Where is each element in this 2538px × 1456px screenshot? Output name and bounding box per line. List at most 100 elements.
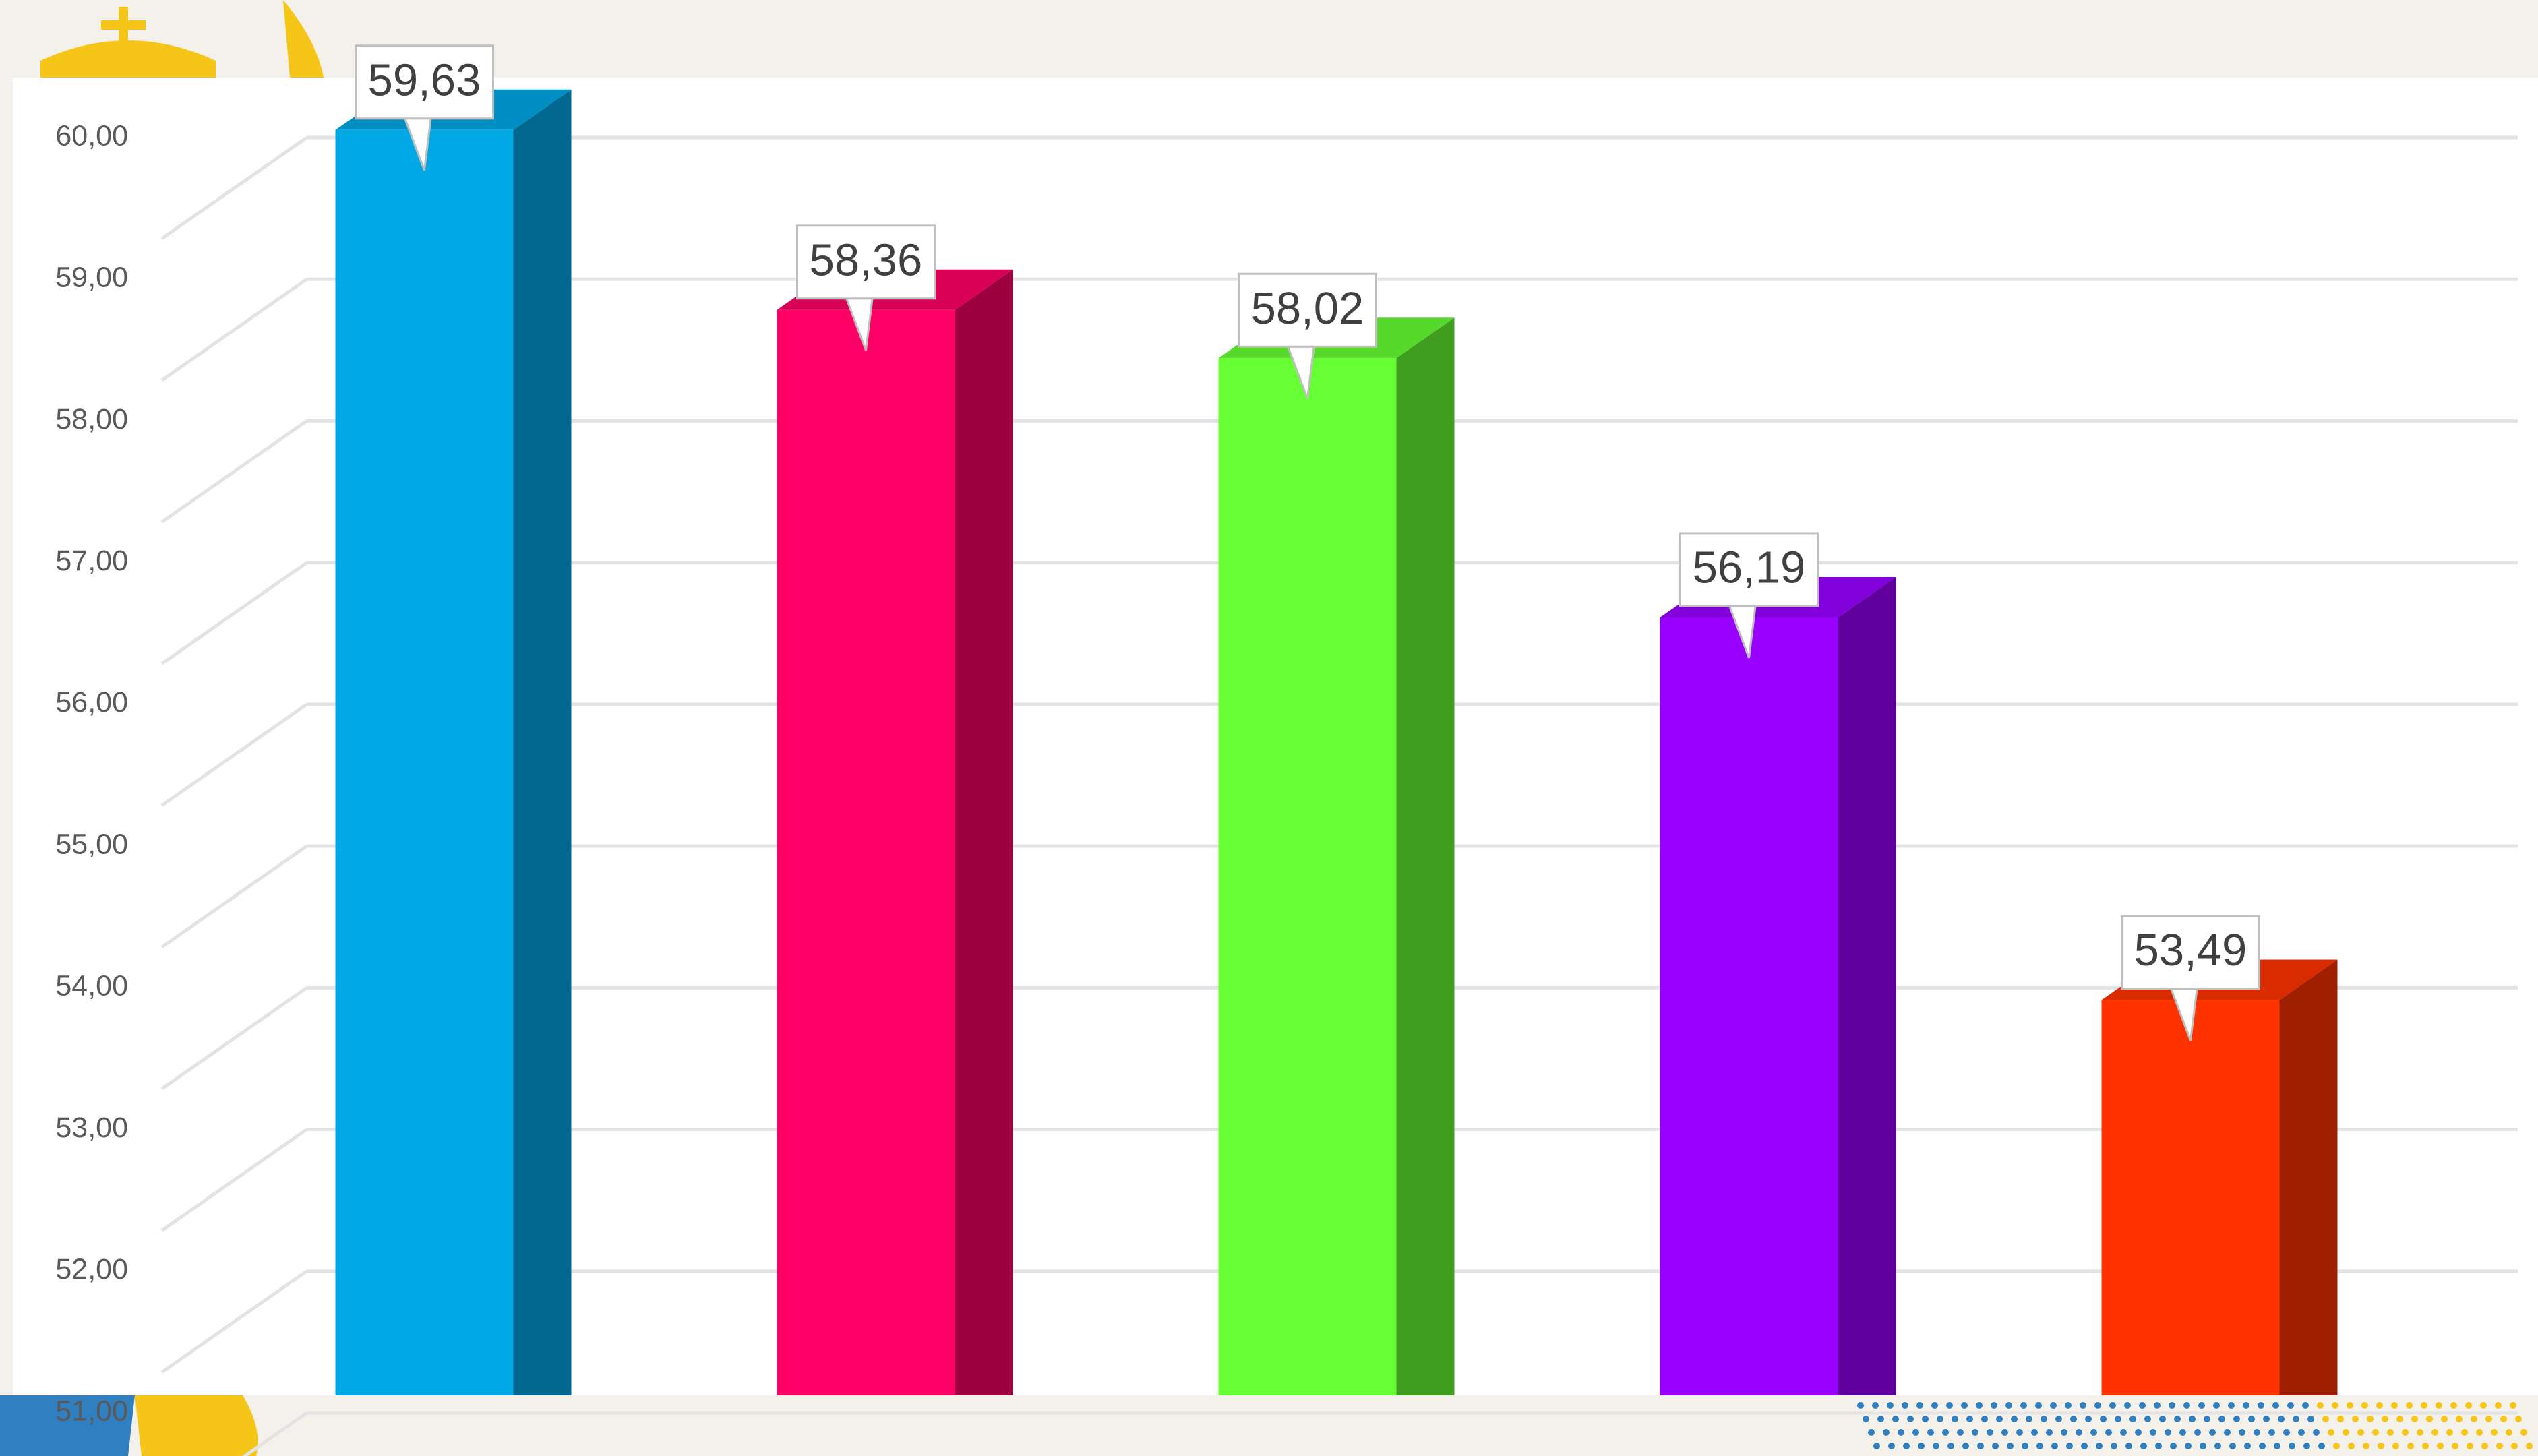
label-box	[796, 224, 936, 300]
dot	[1912, 1429, 1919, 1436]
dot	[2347, 1402, 2353, 1409]
bar-side	[1838, 576, 1896, 1395]
dot	[2243, 1402, 2249, 1409]
dot	[2159, 1416, 2166, 1422]
dot	[2485, 1416, 2492, 1422]
y-tick-label: 52,00	[55, 1253, 128, 1285]
dot	[1931, 1402, 1938, 1409]
dot	[1916, 1402, 1923, 1409]
dot	[2298, 1429, 2305, 1436]
corner-decoration	[283, 0, 324, 78]
dot	[2283, 1429, 2290, 1436]
dot	[2001, 1429, 2008, 1436]
dot	[1883, 1429, 1890, 1436]
grid-line	[160, 702, 308, 807]
dot	[2426, 1416, 2433, 1422]
dot	[1933, 1443, 1939, 1449]
dot	[2313, 1429, 2320, 1436]
dot	[2520, 1429, 2527, 1436]
y-tick-label: 55,00	[55, 828, 128, 860]
dot	[2111, 1443, 2117, 1449]
dot	[2076, 1429, 2082, 1436]
dot	[2259, 1443, 2266, 1449]
dot	[2129, 1416, 2136, 1422]
grid-line	[160, 419, 308, 524]
dot	[1863, 1416, 1869, 1422]
dot	[2140, 1443, 2147, 1449]
dot	[1902, 1402, 1908, 1409]
dot	[2233, 1416, 2240, 1422]
bar-side	[955, 269, 1013, 1396]
dot	[2446, 1429, 2453, 1436]
dot	[2467, 1443, 2473, 1449]
dot	[2363, 1443, 2369, 1449]
dot	[2348, 1443, 2355, 1449]
dot	[2476, 1429, 2483, 1436]
dot	[2204, 1416, 2210, 1422]
dot	[2268, 1429, 2275, 1436]
dot	[2293, 1416, 2299, 1422]
dot	[2144, 1416, 2151, 1422]
dot	[2361, 1402, 2368, 1409]
dot	[2154, 1402, 2161, 1409]
label-box	[1679, 532, 1819, 607]
label-box	[1238, 272, 1377, 348]
dot	[2500, 1416, 2507, 1422]
dot	[2070, 1416, 2077, 1422]
dot	[2496, 1443, 2503, 1449]
dot	[2155, 1443, 2162, 1449]
bar	[1218, 358, 1397, 1395]
dot	[2194, 1429, 2201, 1436]
dot	[1942, 1429, 1949, 1436]
dot	[2035, 1402, 2042, 1409]
dot	[2179, 1429, 2186, 1436]
dot	[1887, 1402, 1894, 1409]
dot	[2406, 1402, 2413, 1409]
dot	[1947, 1443, 1954, 1449]
dot	[1868, 1429, 1875, 1436]
dot	[2352, 1416, 2359, 1422]
dot	[2471, 1416, 2477, 1422]
dot	[2511, 1443, 2518, 1449]
grid-line	[160, 1128, 308, 1232]
dot	[2337, 1416, 2344, 1422]
grid-line	[241, 1411, 308, 1456]
y-tick-label: 54,00	[55, 970, 128, 1002]
grid-line	[160, 561, 308, 665]
dot	[2481, 1443, 2488, 1449]
dot	[2376, 1402, 2383, 1409]
dot	[2322, 1416, 2329, 1422]
dot	[1937, 1416, 1943, 1422]
dot	[2510, 1402, 2516, 1409]
dot	[1981, 1416, 1988, 1422]
dot	[2120, 1429, 2127, 1436]
dot	[2085, 1416, 2092, 1422]
grid-line	[160, 845, 308, 949]
label-box	[2121, 915, 2260, 990]
dot	[2515, 1416, 2522, 1422]
y-tick-label: 51,00	[55, 1395, 128, 1427]
y-tick-label: 60,00	[55, 119, 128, 152]
dot	[2050, 1402, 2057, 1409]
dot	[2185, 1443, 2192, 1449]
crown-cross	[101, 20, 146, 30]
dot	[2026, 1416, 2032, 1422]
dot	[2125, 1443, 2132, 1449]
dot	[2378, 1443, 2384, 1449]
dot	[2465, 1402, 2472, 1409]
dot	[2480, 1402, 2487, 1409]
y-tick-label: 53,00	[55, 1112, 128, 1144]
dot	[2450, 1402, 2457, 1409]
data-label: 53,49	[2134, 925, 2247, 975]
dot	[2302, 1402, 2309, 1409]
dot	[2402, 1429, 2409, 1436]
bar	[777, 309, 955, 1396]
dot	[2263, 1416, 2270, 1422]
data-label: 56,19	[1693, 543, 1806, 593]
dot	[1946, 1402, 1953, 1409]
dot	[2382, 1416, 2388, 1422]
dot	[2436, 1402, 2442, 1409]
dot	[2080, 1402, 2086, 1409]
plot: 51,00 52,00 53,00 54,00 55,00 56,00 57,00 58,00…	[55, 44, 2518, 1456]
